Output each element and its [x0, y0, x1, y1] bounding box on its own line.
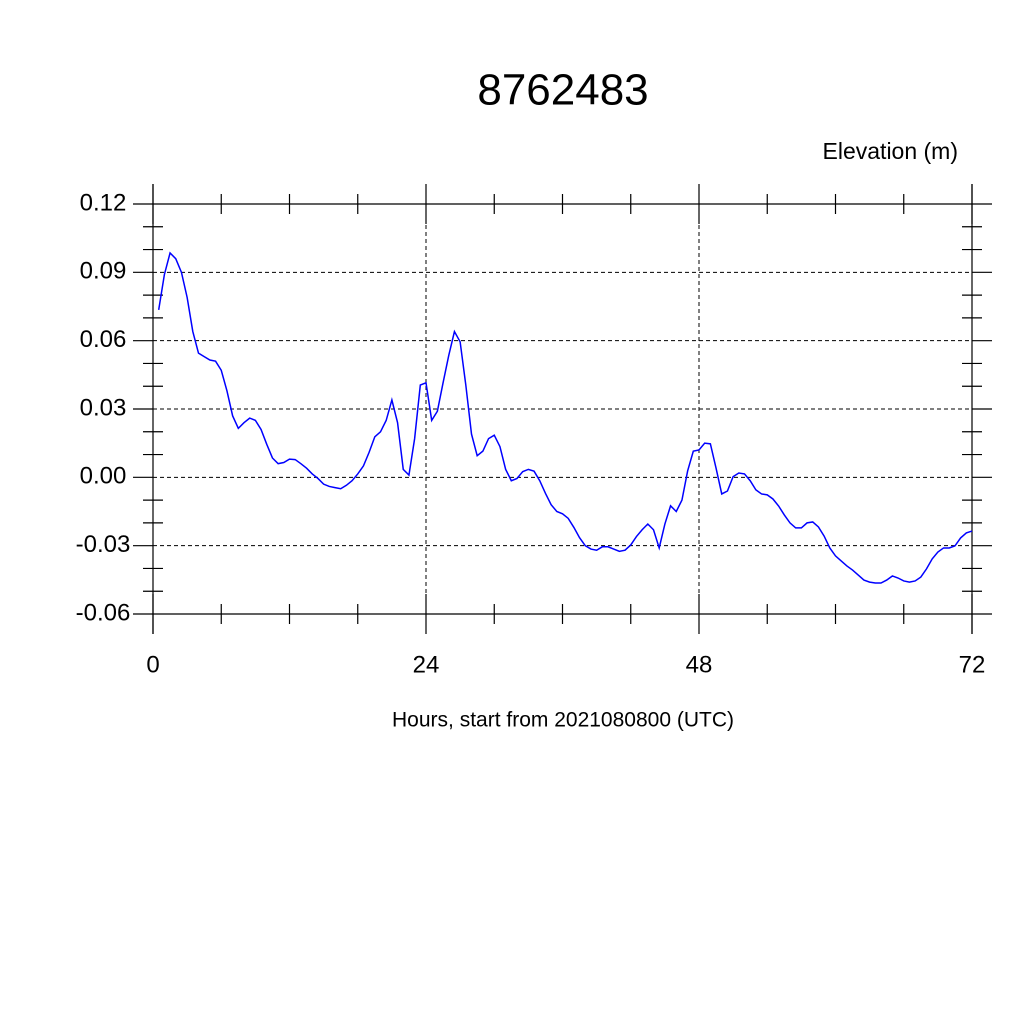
x-tick-label: 48: [686, 651, 713, 678]
y-tick-label: -0.06: [76, 599, 131, 626]
y-tick-label: 0.06: [80, 326, 127, 353]
chart-title: 8762483: [477, 66, 648, 115]
x-tick-label: 72: [959, 651, 986, 678]
y-tick-label: 0.12: [80, 189, 127, 216]
y-tick-label: 0.09: [80, 258, 127, 285]
x-tick-label: 0: [146, 651, 159, 678]
x-axis-label: Hours, start from 2021080800 (UTC): [392, 709, 734, 732]
y-tick-label: 0.03: [80, 394, 127, 421]
x-tick-label: 24: [413, 651, 440, 678]
data-line: [157, 251, 973, 584]
y-tick-label: -0.03: [76, 531, 131, 558]
y-axis-label: Elevation (m): [823, 138, 958, 164]
y-tick-label: 0.00: [80, 463, 127, 490]
